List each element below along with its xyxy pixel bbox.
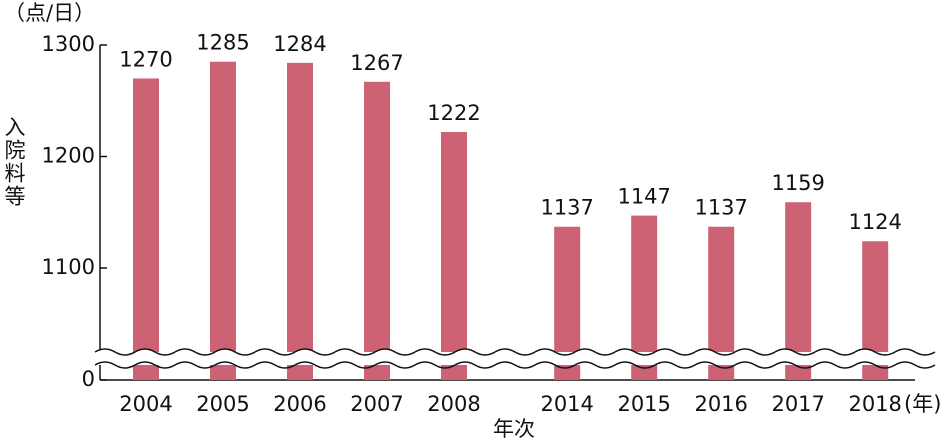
value-label: 1137 — [694, 196, 747, 220]
x-tick-label: 2015 — [617, 392, 670, 416]
x-tick-label: 2007 — [350, 392, 403, 416]
value-label: 1159 — [771, 171, 824, 195]
y-tick-label: 1300 — [42, 32, 95, 56]
value-label: 1284 — [273, 32, 326, 56]
value-label: 1137 — [540, 196, 593, 220]
y-tick-label: 0 — [82, 367, 95, 391]
y-unit: （点/日） — [4, 1, 95, 25]
axis-break-line — [94, 348, 936, 356]
bar — [210, 61, 236, 380]
value-label: 1270 — [119, 47, 172, 71]
value-label: 1267 — [350, 51, 403, 75]
axis-break-line — [94, 361, 936, 369]
x-tick-label: 2017 — [771, 392, 824, 416]
value-label: 1222 — [427, 101, 480, 125]
x-tick-label: 2014 — [540, 392, 593, 416]
x-axis-title: 年次 — [493, 417, 535, 441]
x-tick-label: 2018 — [848, 392, 901, 416]
value-label: 1285 — [196, 31, 249, 55]
bar — [364, 81, 390, 381]
y-tick-label: 1100 — [42, 255, 95, 279]
axis-break-fill — [94, 352, 920, 365]
x-tick-label: 2004 — [119, 392, 172, 416]
x-tick-label: 2005 — [196, 392, 249, 416]
y-axis-title-text: 入院料等 — [2, 116, 26, 208]
x-tick-label: 2016 — [694, 392, 747, 416]
bar — [441, 131, 467, 380]
value-label: 1147 — [617, 185, 670, 209]
x-tick-label: 2006 — [273, 392, 326, 416]
bar — [133, 78, 159, 380]
x-tick-label: 2008 — [427, 392, 480, 416]
value-label: 1124 — [848, 210, 901, 234]
y-axis-title: 入院料等 — [2, 116, 26, 208]
y-tick-label: 1200 — [42, 144, 95, 168]
x-unit: (年) — [904, 392, 941, 416]
bar — [287, 62, 313, 381]
